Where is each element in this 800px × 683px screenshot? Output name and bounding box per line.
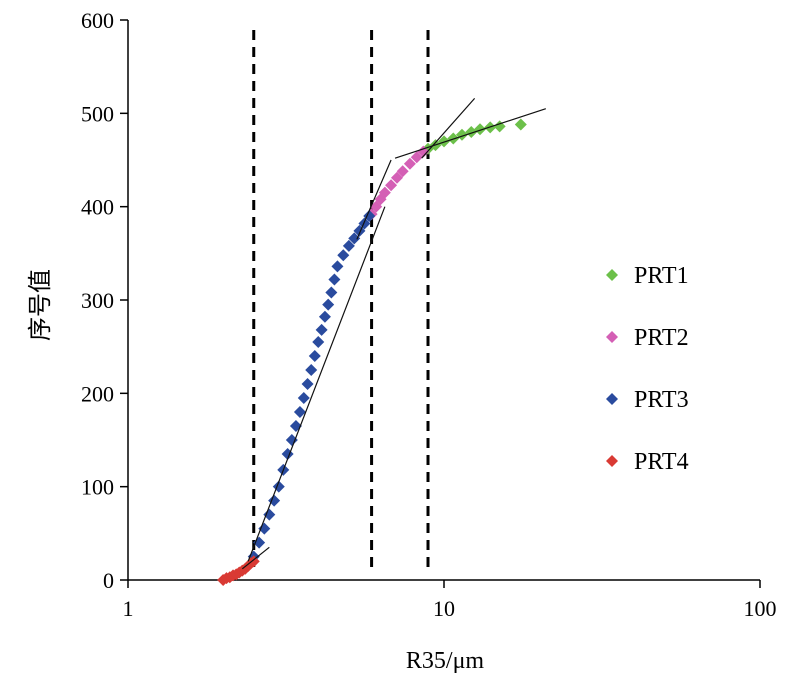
x-tick-label: 100: [744, 596, 777, 621]
data-point: [312, 336, 325, 348]
legend-label: PRT2: [634, 325, 689, 351]
data-point: [390, 171, 403, 184]
y-tick-label: 200: [81, 381, 114, 406]
data-point: [474, 123, 487, 136]
data-point: [293, 406, 306, 418]
series-prt1: [422, 118, 527, 155]
data-point: [268, 494, 281, 507]
data-point: [378, 186, 391, 199]
data-point: [358, 217, 371, 230]
y-tick-label: 400: [81, 195, 114, 220]
legend: PRT1 PRT2 PRT3 PRT4: [606, 263, 689, 475]
legend-label: PRT1: [634, 263, 689, 289]
y-tick-label: 600: [81, 8, 114, 33]
data-point: [455, 128, 468, 141]
data-point: [305, 364, 318, 376]
legend-item: PRT4: [606, 449, 689, 475]
legend-marker: [606, 269, 618, 281]
series-prt4: [217, 555, 260, 586]
data-point: [322, 298, 335, 311]
data-point: [325, 286, 338, 299]
data-point: [301, 378, 314, 390]
legend-item: PRT2: [606, 325, 689, 351]
data-point: [396, 165, 409, 178]
data-point: [263, 508, 276, 521]
data-point: [385, 179, 398, 192]
data-point: [297, 392, 310, 404]
fit-lines: [241, 98, 547, 570]
fit-line: [394, 108, 547, 159]
legend-marker: [606, 393, 618, 405]
fit-line: [421, 98, 476, 159]
legend-item: PRT1: [606, 263, 689, 289]
y-tick-label: 300: [81, 288, 114, 313]
y-axis-title: 序号值: [27, 269, 54, 341]
y-tick-label: 100: [81, 475, 114, 500]
legend-item: PRT3: [606, 387, 689, 413]
data-point: [342, 239, 355, 252]
data-point: [514, 118, 527, 131]
tick-labels: 0 100 200 300 400 500 600 1 10 100: [81, 8, 777, 621]
fit-line: [241, 546, 270, 570]
y-tick-label: 500: [81, 101, 114, 126]
data-point: [337, 249, 350, 262]
legend-label: PRT4: [634, 449, 689, 475]
x-tick-label: 1: [123, 596, 134, 621]
axes: [120, 19, 761, 588]
series-prt3: [247, 210, 376, 563]
data-point: [438, 135, 450, 148]
legend-marker: [606, 455, 618, 467]
fit-line: [247, 206, 386, 562]
data-point: [308, 350, 321, 362]
data-point: [348, 232, 361, 245]
data-point: [417, 145, 430, 158]
boundary-lines: [252, 30, 430, 572]
data-point: [403, 157, 416, 170]
data-point: [410, 151, 423, 164]
data-point: [285, 434, 298, 446]
data-point: [247, 555, 260, 568]
legend-marker: [606, 331, 618, 343]
data-series: [217, 118, 527, 586]
legend-label: PRT3: [634, 387, 689, 413]
data-point: [331, 260, 344, 273]
data-point: [328, 273, 341, 286]
y-tick-label: 0: [103, 568, 114, 593]
data-point: [315, 323, 328, 336]
data-point: [318, 310, 331, 323]
x-axis-title: R35/μm: [406, 648, 485, 674]
fit-line: [356, 159, 392, 240]
x-tick-label: 10: [433, 596, 455, 621]
